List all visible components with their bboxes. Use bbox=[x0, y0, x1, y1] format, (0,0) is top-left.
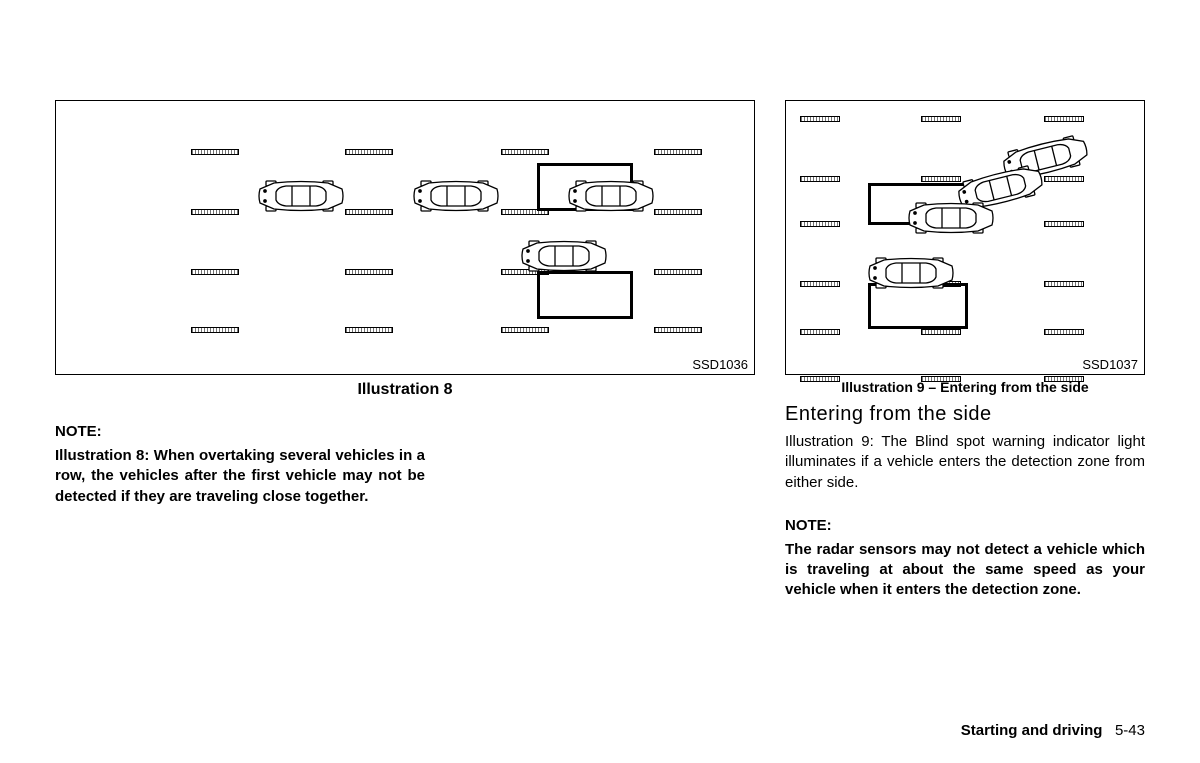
car-icon bbox=[411, 179, 501, 218]
car-icon bbox=[256, 179, 346, 218]
lane-mark bbox=[345, 209, 393, 215]
lane-mark bbox=[800, 376, 840, 382]
lane-mark bbox=[501, 327, 549, 333]
lane-mark bbox=[921, 329, 961, 335]
lane-mark bbox=[654, 269, 702, 275]
lane-mark bbox=[921, 116, 961, 122]
lane-mark bbox=[654, 149, 702, 155]
lane-mark bbox=[345, 149, 393, 155]
section-body: Illustration 9: The Blind spot warning i… bbox=[785, 432, 1145, 493]
lane-mark bbox=[191, 269, 239, 275]
lane-mark bbox=[501, 149, 549, 155]
lane-mark bbox=[1044, 116, 1084, 122]
car-icon bbox=[866, 256, 956, 295]
lane-mark bbox=[345, 327, 393, 333]
lane-mark bbox=[800, 329, 840, 335]
lane-mark bbox=[921, 376, 961, 382]
page-footer: Starting and driving 5-43 bbox=[961, 722, 1145, 739]
left-note-block: NOTE: Illustration 8: When overtaking se… bbox=[55, 423, 425, 507]
left-column: SSD1036 bbox=[55, 100, 755, 601]
lane-mark bbox=[800, 221, 840, 227]
note-body-left: Illustration 8: When overtaking several … bbox=[55, 446, 425, 507]
car-icon bbox=[519, 239, 609, 278]
lane-mark bbox=[1044, 329, 1084, 335]
lane-mark bbox=[654, 327, 702, 333]
lane-mark bbox=[1044, 376, 1084, 382]
lane-mark bbox=[345, 269, 393, 275]
detection-zone bbox=[537, 271, 633, 319]
figure-id-left: SSD1036 bbox=[692, 357, 748, 372]
illustration-8-figure: SSD1036 bbox=[55, 100, 755, 375]
lane-mark bbox=[1044, 281, 1084, 287]
lane-mark bbox=[654, 209, 702, 215]
lane-mark bbox=[191, 149, 239, 155]
lane-mark bbox=[800, 116, 840, 122]
lane-mark bbox=[191, 327, 239, 333]
lane-mark bbox=[1044, 221, 1084, 227]
footer-page: 5-43 bbox=[1115, 722, 1145, 739]
right-column: SSD1037 bbox=[785, 100, 1145, 601]
lane-mark bbox=[191, 209, 239, 215]
illustration-8-caption: Illustration 8 bbox=[55, 381, 755, 399]
footer-section: Starting and driving bbox=[961, 722, 1103, 739]
car-icon bbox=[906, 201, 996, 240]
note-body-right: The radar sensors may not detect a vehic… bbox=[785, 540, 1145, 601]
section-heading: Entering from the side bbox=[785, 403, 1145, 426]
note-heading-right: NOTE: bbox=[785, 517, 1145, 534]
lane-mark bbox=[800, 176, 840, 182]
note-heading-left: NOTE: bbox=[55, 423, 425, 440]
page-content: SSD1036 bbox=[55, 100, 1145, 601]
car-icon bbox=[566, 179, 656, 218]
figure-id-right: SSD1037 bbox=[1082, 357, 1138, 372]
illustration-9-figure: SSD1037 bbox=[785, 100, 1145, 375]
lane-mark bbox=[800, 281, 840, 287]
